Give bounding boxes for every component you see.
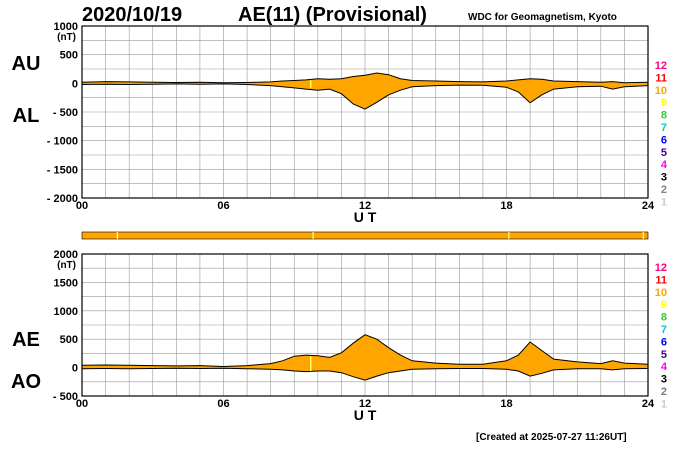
coverage-bar: [81, 231, 649, 240]
station-legend-label: 12: [655, 60, 667, 72]
station-legend-label: 4: [661, 159, 668, 171]
station-legend-label: 10: [655, 287, 667, 299]
y-tick-label: 0: [72, 78, 78, 90]
series-label-upper: AU: [12, 53, 41, 75]
panel-au-al: [81, 25, 649, 199]
y-units-label: (nT): [57, 32, 76, 43]
y-tick-label: - 500: [53, 107, 78, 119]
chart-title: AE(11) (Provisional): [238, 4, 427, 26]
y-tick-label: 2000: [54, 249, 78, 261]
y-tick-label: 500: [60, 50, 78, 62]
x-axis-label: U T: [354, 407, 377, 423]
created-timestamp: [Created at 2025-07-27 11:26UT]: [476, 432, 627, 443]
station-legend-label: 8: [661, 312, 667, 324]
x-tick-label: 12: [359, 200, 371, 212]
y-tick-label: 1000: [54, 306, 78, 318]
y-tick-label: - 1000: [47, 136, 78, 148]
station-legend-label: 2: [661, 184, 667, 196]
series-label-lower: AO: [11, 371, 41, 393]
station-legend-label: 11: [655, 72, 667, 84]
series-label-lower: AL: [13, 105, 40, 127]
station-legend-label: 5: [661, 349, 667, 361]
station-legend-label: 9: [661, 97, 667, 109]
series-upper-line: [81, 334, 649, 368]
series-upper-line: [81, 72, 649, 84]
x-tick-label: 18: [500, 398, 512, 410]
y-tick-label: 1000: [54, 21, 78, 33]
series-area-fill: [82, 73, 648, 110]
station-legend-label: 4: [661, 361, 668, 373]
station-legend-label: 6: [661, 134, 667, 146]
y-tick-label: 0: [72, 363, 78, 375]
series-lower-line: [81, 83, 649, 110]
station-legend-label: 9: [661, 299, 667, 311]
panel-ae-ao: [81, 253, 649, 397]
plot-frame: [81, 253, 649, 397]
station-legend-label: 5: [661, 147, 667, 159]
station-legend-label: 10: [655, 85, 667, 97]
x-tick-label: 06: [217, 398, 229, 410]
series-area-fill: [82, 334, 648, 381]
series-label-upper: AE: [12, 329, 40, 351]
y-tick-label: 500: [60, 334, 78, 346]
station-legend-label: 1: [661, 196, 667, 208]
station-legend-label: 3: [661, 172, 667, 184]
x-tick-label: 06: [217, 200, 229, 212]
coverage-bar-fill: [81, 231, 649, 240]
x-tick-label: 24: [642, 200, 655, 212]
x-tick-label: 00: [76, 200, 88, 212]
chart-date: 2020/10/19: [82, 4, 183, 26]
station-legend-label: 12: [655, 262, 667, 274]
x-tick-label: 00: [76, 398, 88, 410]
station-legend-label: 7: [661, 324, 667, 336]
x-tick-label: 18: [500, 200, 512, 212]
y-units-label: (nT): [57, 260, 76, 271]
plot-frame: [81, 25, 649, 199]
station-legend-label: 1: [661, 398, 667, 410]
station-legend-label: 7: [661, 122, 667, 134]
x-axis-label: U T: [354, 209, 377, 225]
x-tick-label: 12: [359, 398, 371, 410]
series-lower-line: [81, 367, 649, 381]
chart-credit: WDC for Geomagnetism, Kyoto: [468, 12, 617, 23]
y-tick-label: - 2000: [47, 193, 78, 205]
x-tick-label: 24: [642, 398, 655, 410]
y-tick-label: - 1500: [47, 164, 78, 176]
station-legend-label: 8: [661, 110, 667, 122]
station-legend-label: 11: [655, 274, 667, 286]
y-tick-label: 1500: [54, 277, 78, 289]
station-legend-label: 6: [661, 336, 667, 348]
station-legend-label: 2: [661, 386, 667, 398]
station-legend-label: 3: [661, 374, 667, 386]
y-tick-label: - 500: [53, 391, 78, 403]
